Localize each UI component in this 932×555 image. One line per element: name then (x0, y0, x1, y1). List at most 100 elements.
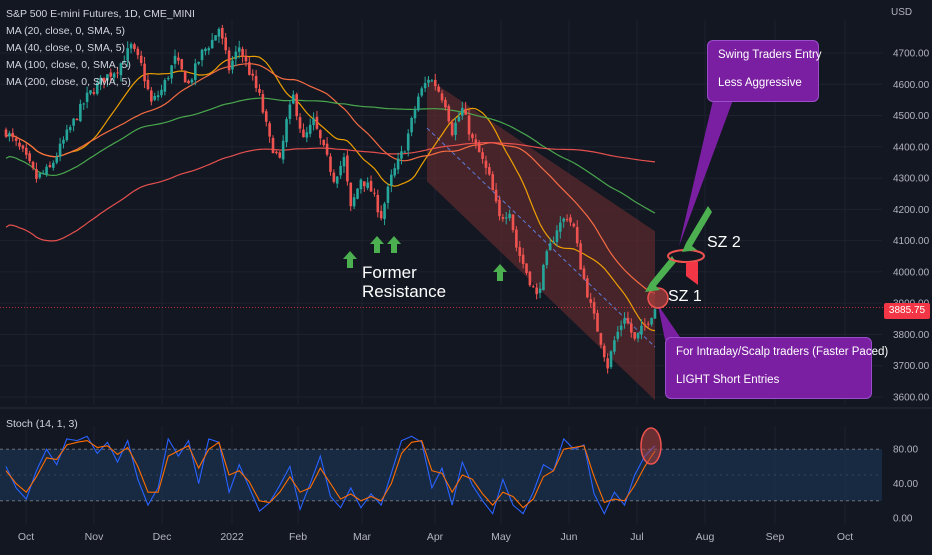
candle[interactable] (437, 86, 440, 92)
candle[interactable] (139, 55, 143, 64)
candle[interactable] (302, 129, 305, 138)
candle[interactable] (264, 111, 268, 122)
candle[interactable] (224, 37, 227, 51)
candle[interactable] (528, 271, 532, 286)
candle[interactable] (484, 160, 488, 168)
candle[interactable] (170, 65, 173, 79)
candle[interactable] (173, 55, 177, 64)
candle[interactable] (396, 158, 400, 170)
candle[interactable] (562, 218, 565, 222)
candle[interactable] (109, 72, 113, 77)
candlesticks[interactable] (4, 24, 657, 374)
ma-200-legend[interactable]: MA (200, close, 0, SMA, 5) (6, 76, 131, 88)
candle[interactable] (4, 129, 8, 137)
candle[interactable] (491, 174, 495, 191)
candle[interactable] (146, 79, 150, 90)
candle[interactable] (281, 140, 285, 160)
candle[interactable] (531, 286, 535, 288)
candle[interactable] (552, 241, 555, 243)
candle[interactable] (515, 229, 518, 248)
candle[interactable] (572, 223, 576, 227)
candle[interactable] (477, 142, 481, 153)
candle[interactable] (160, 89, 163, 96)
candle[interactable] (312, 118, 315, 126)
candle[interactable] (190, 79, 194, 83)
ma-20-legend[interactable]: MA (20, close, 0, SMA, 5) (6, 25, 126, 37)
candle[interactable] (521, 254, 525, 264)
candle[interactable] (356, 188, 359, 199)
candle[interactable] (150, 90, 153, 102)
candle[interactable] (606, 358, 609, 369)
candle[interactable] (616, 331, 620, 339)
candle[interactable] (271, 137, 275, 154)
candle[interactable] (623, 318, 626, 324)
candle[interactable] (474, 139, 478, 144)
candle[interactable] (82, 103, 86, 105)
candle[interactable] (65, 129, 69, 141)
candle[interactable] (79, 104, 82, 122)
candle[interactable] (609, 351, 613, 368)
candle[interactable] (542, 265, 545, 291)
candle[interactable] (112, 73, 116, 78)
candle[interactable] (21, 145, 25, 149)
candle[interactable] (613, 340, 616, 352)
candle[interactable] (450, 122, 454, 136)
candle[interactable] (653, 309, 657, 319)
candle[interactable] (325, 143, 329, 155)
candle[interactable] (319, 130, 322, 139)
candle[interactable] (589, 299, 593, 303)
candle[interactable] (569, 217, 572, 223)
candle[interactable] (369, 180, 373, 192)
candle[interactable] (18, 142, 21, 147)
candle[interactable] (288, 104, 292, 119)
candle[interactable] (187, 80, 190, 84)
candle[interactable] (339, 165, 342, 176)
candle[interactable] (241, 48, 244, 57)
candle[interactable] (123, 61, 126, 63)
candle[interactable] (72, 118, 75, 126)
candle[interactable] (420, 88, 424, 96)
candle[interactable] (640, 325, 643, 335)
candle[interactable] (504, 217, 508, 219)
candle[interactable] (383, 203, 386, 220)
candle[interactable] (430, 80, 434, 82)
candle[interactable] (508, 213, 511, 219)
candle[interactable] (116, 72, 119, 74)
candle[interactable] (14, 138, 18, 141)
candle[interactable] (393, 168, 396, 176)
candle[interactable] (251, 73, 255, 76)
candle[interactable] (35, 169, 38, 179)
candle[interactable] (630, 323, 633, 333)
candle[interactable] (498, 199, 501, 217)
candle[interactable] (633, 332, 636, 339)
candle[interactable] (231, 60, 234, 70)
candle[interactable] (106, 74, 109, 81)
candle[interactable] (559, 222, 562, 232)
candle[interactable] (31, 161, 35, 169)
candle[interactable] (52, 162, 55, 168)
candle[interactable] (261, 93, 265, 113)
candle[interactable] (248, 62, 251, 75)
candle[interactable] (582, 268, 586, 279)
candle[interactable] (329, 156, 332, 172)
candle[interactable] (433, 79, 437, 87)
candle[interactable] (346, 155, 349, 182)
stoch-legend[interactable]: Stoch (14, 1, 3) (6, 418, 78, 430)
candle[interactable] (494, 189, 498, 202)
candle[interactable] (244, 55, 248, 62)
candle[interactable] (444, 99, 447, 108)
candle[interactable] (417, 96, 420, 111)
candle[interactable] (285, 119, 288, 143)
candle[interactable] (565, 219, 569, 221)
candle[interactable] (602, 345, 606, 358)
candle[interactable] (390, 174, 393, 186)
candle[interactable] (193, 63, 197, 80)
candle[interactable] (38, 173, 42, 178)
candle[interactable] (636, 332, 640, 339)
candle[interactable] (400, 151, 403, 159)
candle[interactable] (143, 63, 146, 82)
candle[interactable] (619, 325, 623, 331)
candle[interactable] (545, 251, 549, 266)
candle[interactable] (596, 312, 599, 332)
candle[interactable] (295, 94, 298, 117)
